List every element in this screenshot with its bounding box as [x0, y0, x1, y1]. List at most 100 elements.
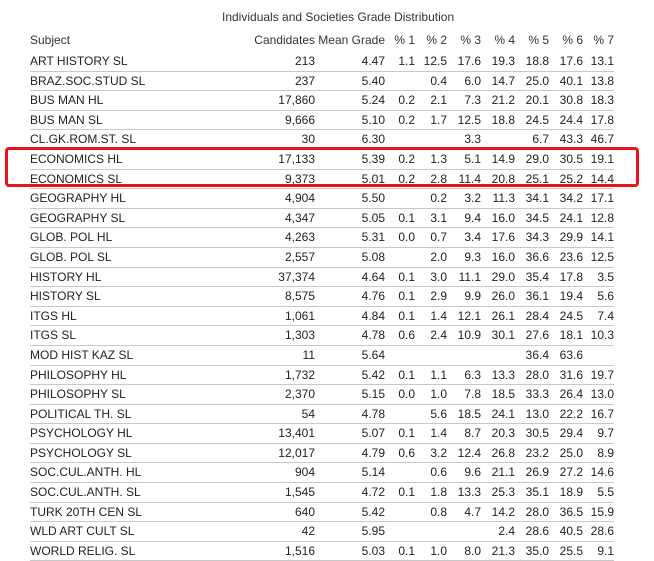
table-row: BUS MAN SL 9,666 5.10 0.2 1.7 12.5 18.8 24.5 24.… [30, 110, 614, 131]
cell-pct-4: 13.3 [481, 365, 515, 386]
cell-candidates: 1,303 [223, 325, 315, 346]
cell-mean-grade: 5.15 [315, 384, 385, 405]
cell-subject: GEOGRAPHY HL [30, 188, 223, 209]
cell-mean-grade: 5.07 [315, 423, 385, 444]
cell-pct-2: 0.7 [415, 227, 447, 248]
cell-pct-5: 35.0 [515, 541, 549, 561]
cell-pct-5: 34.5 [515, 208, 549, 229]
cell-subject: SOC.CUL.ANTH. SL [30, 482, 223, 503]
cell-pct-7: 5.6 [583, 286, 614, 307]
cell-pct-2: 0.6 [415, 462, 447, 484]
cell-pct-1: 0.1 [385, 365, 415, 386]
cell-pct-4: 25.3 [481, 482, 515, 503]
cell-pct-7: 7.4 [583, 306, 614, 327]
cell-pct-3: 5.1 [447, 149, 481, 170]
cell-pct-4: 21.1 [481, 462, 515, 484]
cell-pct-1 [385, 129, 415, 150]
cell-mean-grade: 4.78 [315, 404, 385, 425]
cell-candidates: 1,545 [223, 482, 315, 503]
cell-pct-1: 0.1 [385, 306, 415, 327]
cell-pct-3: 9.6 [447, 462, 481, 484]
cell-pct-3 [447, 345, 481, 366]
header-candidates: Candidates [254, 33, 315, 47]
cell-pct-6: 24.4 [549, 110, 583, 131]
cell-subject: TURK 20TH CEN SL [30, 502, 223, 523]
cell-pct-3: 18.5 [447, 404, 481, 425]
cell-mean-grade: 5.14 [315, 462, 385, 484]
cell-pct-1: 0.6 [385, 443, 415, 464]
cell-pct-7: 46.7 [583, 129, 614, 150]
cell-pct-7: 10.3 [583, 325, 614, 346]
cell-pct-3: 9.3 [447, 247, 481, 268]
cell-pct-6: 25.5 [549, 541, 583, 561]
table-row: HISTORY SL 8,575 4.76 0.1 2.9 9.9 26.0 36.1 19.4… [30, 286, 614, 307]
cell-mean-grade: 4.72 [315, 482, 385, 503]
cell-pct-3: 7.3 [447, 90, 481, 111]
cell-subject: GEOGRAPHY SL [30, 208, 223, 229]
cell-pct-6: 43.3 [549, 129, 583, 150]
cell-pct-6: 40.1 [549, 71, 583, 92]
cell-candidates: 904 [223, 462, 315, 484]
cell-pct-6: 34.2 [549, 188, 583, 209]
cell-pct-6: 27.2 [549, 462, 583, 484]
cell-subject: SOC.CUL.ANTH. HL [30, 462, 223, 484]
cell-pct-4: 14.9 [481, 149, 515, 170]
cell-pct-6: 23.6 [549, 247, 583, 268]
cell-pct-4: 21.2 [481, 90, 515, 111]
cell-pct-6: 22.2 [549, 404, 583, 425]
table-row: WORLD RELIG. SL 1,516 5.03 0.1 1.0 8.0 21.3 35.… [30, 541, 614, 561]
cell-pct-2: 3.2 [415, 443, 447, 464]
table-row: WLD ART CULT SL 42 5.95 2.4 28.6 40.5 28.6 [30, 521, 614, 542]
cell-pct-7: 13.0 [583, 384, 614, 405]
cell-pct-2: 1.0 [415, 541, 447, 561]
cell-pct-4: 20.3 [481, 423, 515, 444]
cell-pct-7: 28.6 [583, 521, 614, 542]
cell-pct-3: 13.3 [447, 482, 481, 503]
cell-pct-6: 36.5 [549, 502, 583, 523]
grade-table: Subject Candidates Mean Grade % 1 % 2 % … [30, 28, 614, 561]
cell-pct-7: 15.9 [583, 502, 614, 523]
cell-pct-3: 9.4 [447, 208, 481, 229]
table-row: SOC.CUL.ANTH. HL 904 5.14 0.6 9.6 21.1 26.9 27.… [30, 462, 614, 484]
table-row: PSYCHOLOGY SL 12,017 4.79 0.6 3.2 12.4 26.8 23.… [30, 443, 614, 464]
cell-pct-5: 13.0 [515, 404, 549, 425]
cell-pct-7 [583, 345, 614, 366]
cell-pct-7: 17.1 [583, 188, 614, 209]
cell-pct-2: 2.1 [415, 90, 447, 111]
cell-pct-5: 30.5 [515, 423, 549, 444]
cell-pct-5: 23.2 [515, 443, 549, 464]
cell-pct-6: 29.4 [549, 423, 583, 444]
cell-pct-2: 2.0 [415, 247, 447, 268]
cell-pct-2 [415, 521, 447, 542]
cell-pct-7: 3.5 [583, 267, 614, 288]
cell-pct-6: 17.6 [549, 52, 583, 72]
cell-pct-3: 11.1 [447, 267, 481, 288]
cell-pct-3: 4.7 [447, 502, 481, 523]
cell-pct-3: 9.9 [447, 286, 481, 307]
cell-pct-4: 24.1 [481, 404, 515, 425]
cell-pct-1: 0.6 [385, 325, 415, 346]
cell-pct-6: 30.5 [549, 149, 583, 170]
cell-candidates: 1,516 [223, 541, 315, 561]
table-row: ECONOMICS HL 17,133 5.39 0.2 1.3 5.1 14.9 29.0 3… [30, 149, 614, 170]
cell-candidates: 9,666 [223, 110, 315, 131]
cell-subject: PSYCHOLOGY SL [30, 443, 223, 464]
table-row: GLOB. POL SL 2,557 5.08 2.0 9.3 16.0 36.6 23.6 1… [30, 247, 614, 268]
header-subject: Subject [30, 33, 71, 47]
cell-pct-2: 2.4 [415, 325, 447, 346]
cell-candidates: 1,061 [223, 306, 315, 327]
cell-pct-7: 13.1 [583, 52, 614, 72]
cell-mean-grade: 5.10 [315, 110, 385, 131]
cell-pct-4: 2.4 [481, 521, 515, 542]
cell-subject: POLITICAL TH. SL [30, 404, 223, 425]
cell-subject: ECONOMICS SL [30, 169, 223, 190]
cell-pct-1: 0.2 [385, 110, 415, 131]
cell-mean-grade: 6.30 [315, 129, 385, 150]
cell-pct-6: 18.9 [549, 482, 583, 503]
cell-pct-1 [385, 521, 415, 542]
cell-pct-7: 14.1 [583, 227, 614, 248]
cell-pct-5: 35.1 [515, 482, 549, 503]
cell-pct-5: 36.6 [515, 247, 549, 268]
cell-pct-3: 6.0 [447, 71, 481, 92]
cell-pct-6: 18.1 [549, 325, 583, 346]
